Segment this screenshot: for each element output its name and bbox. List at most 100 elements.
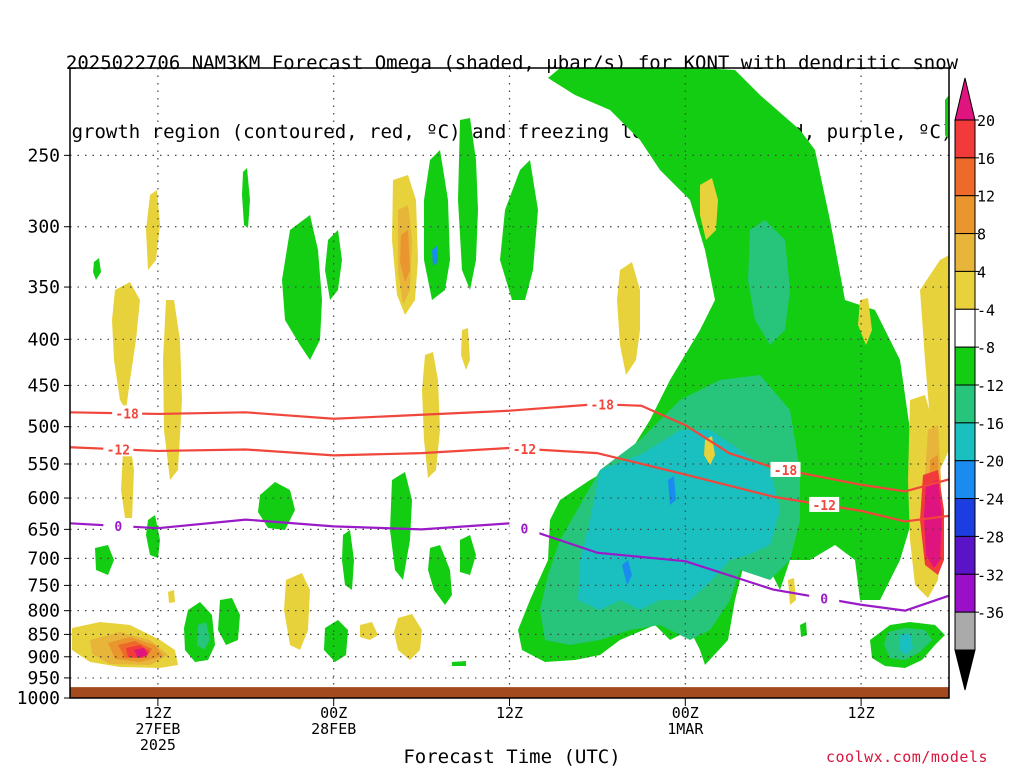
omega-region-4: [282, 215, 322, 360]
colorbar-label-2: 12: [977, 188, 995, 206]
x-tick-label-3-0: 00Z: [672, 704, 699, 722]
colorbar-bin-8: [954, 384, 976, 424]
colorbar-label-12: -32: [977, 566, 1004, 584]
colorbar-label-11: -28: [977, 528, 1004, 546]
omega-region-38: [461, 328, 470, 370]
colorbar-label-6: -8: [977, 339, 995, 357]
x-tick-label-2-0: 12Z: [496, 704, 523, 722]
colorbar-bin-6: [954, 308, 976, 348]
contour-label-bg-2-2: [809, 590, 840, 606]
colorbar-bin-1: [954, 119, 976, 159]
omega-region-50: [788, 578, 796, 605]
colorbar-bin-14: [954, 611, 976, 651]
omega-region-27: [899, 633, 913, 655]
y-tick-label-650: 650: [27, 519, 60, 540]
omega-region-47: [360, 622, 378, 640]
contour-line-2: [70, 518, 949, 612]
contour-label-2-0: 0: [114, 520, 122, 535]
contour-label-bg-1-0: [103, 441, 134, 457]
colorbar-label-1: 16: [977, 150, 995, 168]
contour-label-bg-1-1: [509, 440, 540, 456]
omega-region-3: [458, 118, 478, 290]
omega-region-9: [146, 515, 160, 558]
omega-region-35: [121, 442, 134, 525]
colorbar-bin-7: [954, 346, 976, 386]
omega-region-33: [146, 190, 160, 270]
colorbar-bin-4: [954, 233, 976, 272]
omega-region-13: [428, 545, 452, 605]
y-tick-label-550: 550: [27, 454, 60, 475]
temperature-contours: -18 -18 -18 -12 -12 -12 0 0 0: [70, 396, 949, 612]
colorbar-label-7: -12: [977, 377, 1004, 395]
contour-label-0-1: -18: [590, 398, 614, 413]
colorbar-bin-10: [954, 460, 976, 500]
y-tick-label-750: 750: [27, 575, 60, 596]
y-tick-label-1000: 1000: [17, 688, 60, 709]
omega-region-12: [390, 472, 412, 580]
contour-label-2-2: 0: [820, 592, 828, 607]
y-tick-label-400: 400: [27, 329, 60, 350]
omega-region-39: [700, 178, 718, 240]
x-tick-label-4-0: 12Z: [848, 704, 875, 722]
omega-region-43: [920, 255, 949, 470]
y-tick-label-850: 850: [27, 624, 60, 645]
omega-region-45: [284, 573, 310, 650]
omega-region-21: [452, 661, 466, 666]
omega-region-20: [800, 622, 807, 637]
omega-region-54: [400, 230, 410, 282]
omega-region-7: [93, 258, 101, 280]
omega-region-34: [163, 300, 182, 480]
omega-region-46: [394, 614, 422, 660]
terrain-band: [70, 686, 949, 698]
colorbar-label-10: -24: [977, 491, 1004, 509]
x-tick-label-0-2: 2025: [140, 736, 176, 754]
x-tick-label-0-1: 27FEB: [135, 720, 180, 738]
contour-label-bg-0-0: [112, 405, 143, 421]
contour-label-bg-2-0: [103, 517, 134, 533]
omega-region-17: [324, 620, 348, 662]
colorbar: 20 16 12 8 4 -4 -8 -12 -16 -20 -24 -28 -32 -36: [954, 77, 1004, 691]
y-tick-label-950: 950: [27, 668, 60, 689]
contour-line-1: [70, 446, 949, 523]
x-tick-label-1-1: 28FEB: [311, 720, 356, 738]
colorbar-label-0: 20: [977, 112, 995, 130]
omega-region-16: [218, 598, 240, 645]
credit-link[interactable]: coolwx.com/models: [826, 748, 989, 766]
omega-region-32: [112, 282, 140, 410]
x-tick-label-3-1: 1MAR: [667, 720, 704, 738]
terrain-fill: [70, 685, 949, 698]
colorbar-bin-3: [954, 195, 976, 235]
colorbar-bin-12: [954, 535, 976, 575]
colorbar-bin-2: [954, 157, 976, 197]
x-tick-label-0-0: 12Z: [144, 704, 171, 722]
omega-region-5: [325, 230, 342, 300]
y-tick-label-900: 900: [27, 647, 60, 668]
y-tick-label-800: 800: [27, 601, 60, 622]
contour-label-0-2: -18: [774, 464, 798, 479]
contour-label-1-0: -12: [107, 443, 130, 458]
omega-region-28: [197, 622, 210, 650]
y-tick-label-500: 500: [27, 417, 60, 438]
omega-region-60: [924, 480, 942, 568]
colorbar-label-3: 8: [977, 226, 986, 244]
contour-label-1-2: -12: [812, 499, 835, 514]
omega-region-31: [432, 246, 438, 266]
colorbar-bottom-arrow: [954, 649, 976, 691]
omega-region-40: [617, 262, 640, 375]
omega-region-2: [424, 150, 450, 300]
omega-region-6: [242, 168, 250, 228]
colorbar-bin-11: [954, 498, 976, 537]
contour-label-0-0: -18: [115, 407, 139, 422]
colorbar-bin-13: [954, 573, 976, 613]
omega-region-14: [460, 535, 476, 575]
y-tick-label-250: 250: [27, 145, 60, 166]
colorbar-label-9: -20: [977, 453, 1004, 471]
y-tick-label-300: 300: [27, 217, 60, 238]
contour-label-bg-0-2: [770, 461, 801, 477]
colorbar-label-8: -16: [977, 415, 1004, 433]
omega-region-19: [945, 95, 949, 140]
y-tick-label-450: 450: [27, 375, 60, 396]
contour-label-2-1: 0: [521, 522, 529, 537]
